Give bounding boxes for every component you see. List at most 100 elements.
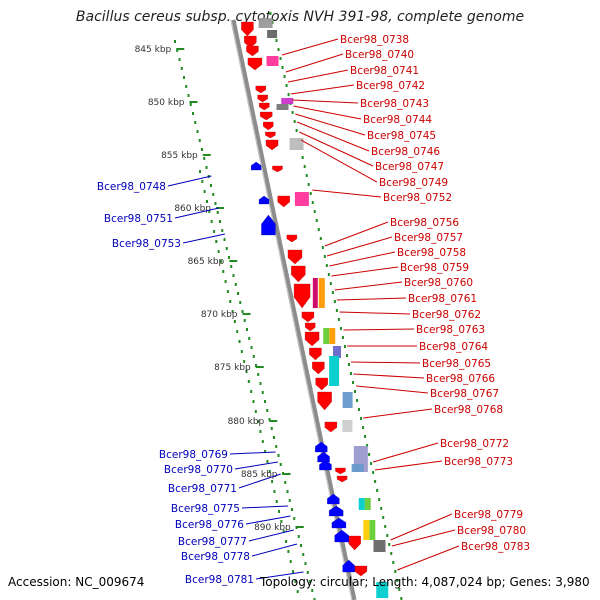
leader-line [336, 297, 407, 301]
scale-dot [248, 337, 251, 340]
leader-line [174, 207, 219, 219]
scale-dot [291, 508, 293, 511]
kbp-label: 885 kbp [241, 470, 278, 480]
gene-label-bcer98_0780: Bcer98_0780 [457, 525, 526, 537]
scale-dot [273, 436, 275, 439]
guide-dot [315, 219, 318, 222]
gene-arrow-forward [272, 165, 283, 173]
scale-dot [187, 94, 190, 97]
gene-label-bcer98_0756: Bcer98_0756 [390, 217, 459, 229]
guide-dot [313, 210, 316, 213]
scale-dot [180, 67, 183, 70]
feature-block [376, 582, 389, 598]
scale-dot [203, 157, 206, 160]
scale-dot [297, 535, 300, 538]
gene-label-bcer98_0742: Bcer98_0742 [356, 80, 425, 92]
scale-dot [270, 427, 273, 430]
guide-dot [269, 12, 272, 15]
gene-label-bcer98_0771: Bcer98_0771 [168, 483, 237, 495]
guide-dot [250, 390, 253, 393]
leader-line [285, 53, 344, 73]
gene-label-bcer98_0766: Bcer98_0766 [426, 373, 495, 385]
guide-dot [352, 381, 355, 384]
scale-dot [210, 184, 212, 187]
scale-dot [268, 418, 271, 421]
guide-dot [358, 408, 361, 411]
scale-dot [313, 598, 316, 600]
feature-block [369, 520, 376, 540]
gene-label-bcer98_0773: Bcer98_0773 [444, 456, 513, 468]
guide-dot [226, 290, 229, 293]
guide-dot [296, 590, 299, 593]
scale-dot [286, 490, 289, 493]
feature-block [266, 56, 279, 66]
leader-line [350, 361, 421, 364]
leader-line [229, 451, 276, 455]
feature-block [342, 420, 353, 432]
gene-arrow-forward [309, 347, 322, 361]
guide-dot [388, 543, 391, 546]
guide-dot [354, 390, 357, 393]
gene-label-bcer98_0764: Bcer98_0764 [419, 341, 488, 353]
scale-dot [264, 400, 266, 403]
scale-dot [284, 481, 287, 484]
scale-dot [243, 319, 246, 322]
guide-dot [331, 291, 334, 294]
gene-label-bcer98_0752: Bcer98_0752 [383, 192, 452, 204]
scale-dot [261, 391, 264, 394]
gene-label-bcer98_0778: Bcer98_0778 [181, 551, 250, 563]
gene-label-bcer98_0768: Bcer98_0768 [434, 404, 503, 416]
gene-arrow-forward [312, 361, 325, 375]
gene-arrow-reverse [258, 195, 270, 205]
leader-line [356, 385, 429, 394]
gene-label-bcer98_0758: Bcer98_0758 [397, 247, 466, 259]
leader-line [343, 328, 415, 331]
gene-arrow-forward [241, 21, 254, 37]
gene-label-bcer98_0761: Bcer98_0761 [408, 293, 477, 305]
gene-label-bcer98_0753: Bcer98_0753 [112, 238, 181, 250]
guide-dot [231, 310, 234, 313]
scale-dot [239, 301, 242, 304]
gene-label-bcer98_0744: Bcer98_0744 [363, 114, 432, 126]
gene-arrow-reverse [250, 161, 262, 171]
guide-dot [247, 380, 250, 383]
gene-arrow-reverse [328, 505, 344, 517]
kbp-label: 875 kbp [214, 363, 251, 373]
guide-dot [366, 444, 369, 447]
leader-line [296, 121, 370, 152]
leader-line [245, 515, 291, 525]
guide-dot [287, 93, 290, 96]
scale-dot [311, 589, 314, 592]
gene-arrow-forward [335, 467, 346, 475]
gene-label-bcer98_0767: Bcer98_0767 [430, 388, 499, 400]
feature-block [323, 328, 330, 344]
scale-dot [194, 121, 197, 124]
reverse-gene-labels: Bcer98_0748 Bcer98_0751 Bcer98_0753 Bcer98_… [97, 175, 304, 586]
gene-arrow-forward [260, 111, 273, 121]
guide-dot [287, 550, 290, 553]
leader-line [255, 571, 304, 580]
guide-dot [222, 270, 225, 273]
scale-dot [228, 256, 230, 259]
gene-arrow-forward [336, 475, 348, 483]
scale-dot [304, 562, 307, 565]
kbp-label: 890 kbp [254, 523, 291, 533]
guide-dot [384, 525, 387, 528]
leader-line [372, 442, 439, 463]
gene-label-bcer98_0746: Bcer98_0746 [371, 146, 440, 158]
leader-line [234, 461, 278, 470]
kbp-label: 845 kbp [135, 45, 172, 55]
leader-line [238, 473, 281, 489]
guide-dot [380, 507, 383, 510]
feature-block [329, 328, 336, 344]
guide-dot [268, 470, 271, 473]
feature-block [342, 392, 353, 408]
scale-dot [221, 229, 224, 232]
kbp-label: 880 kbp [228, 417, 265, 427]
leader-line [339, 311, 411, 315]
gene-arrow-reverse [319, 459, 332, 471]
guide-dot [325, 264, 328, 267]
guide-dot [311, 201, 314, 204]
gene-arrow-forward [246, 45, 259, 57]
leader-line [248, 529, 294, 542]
